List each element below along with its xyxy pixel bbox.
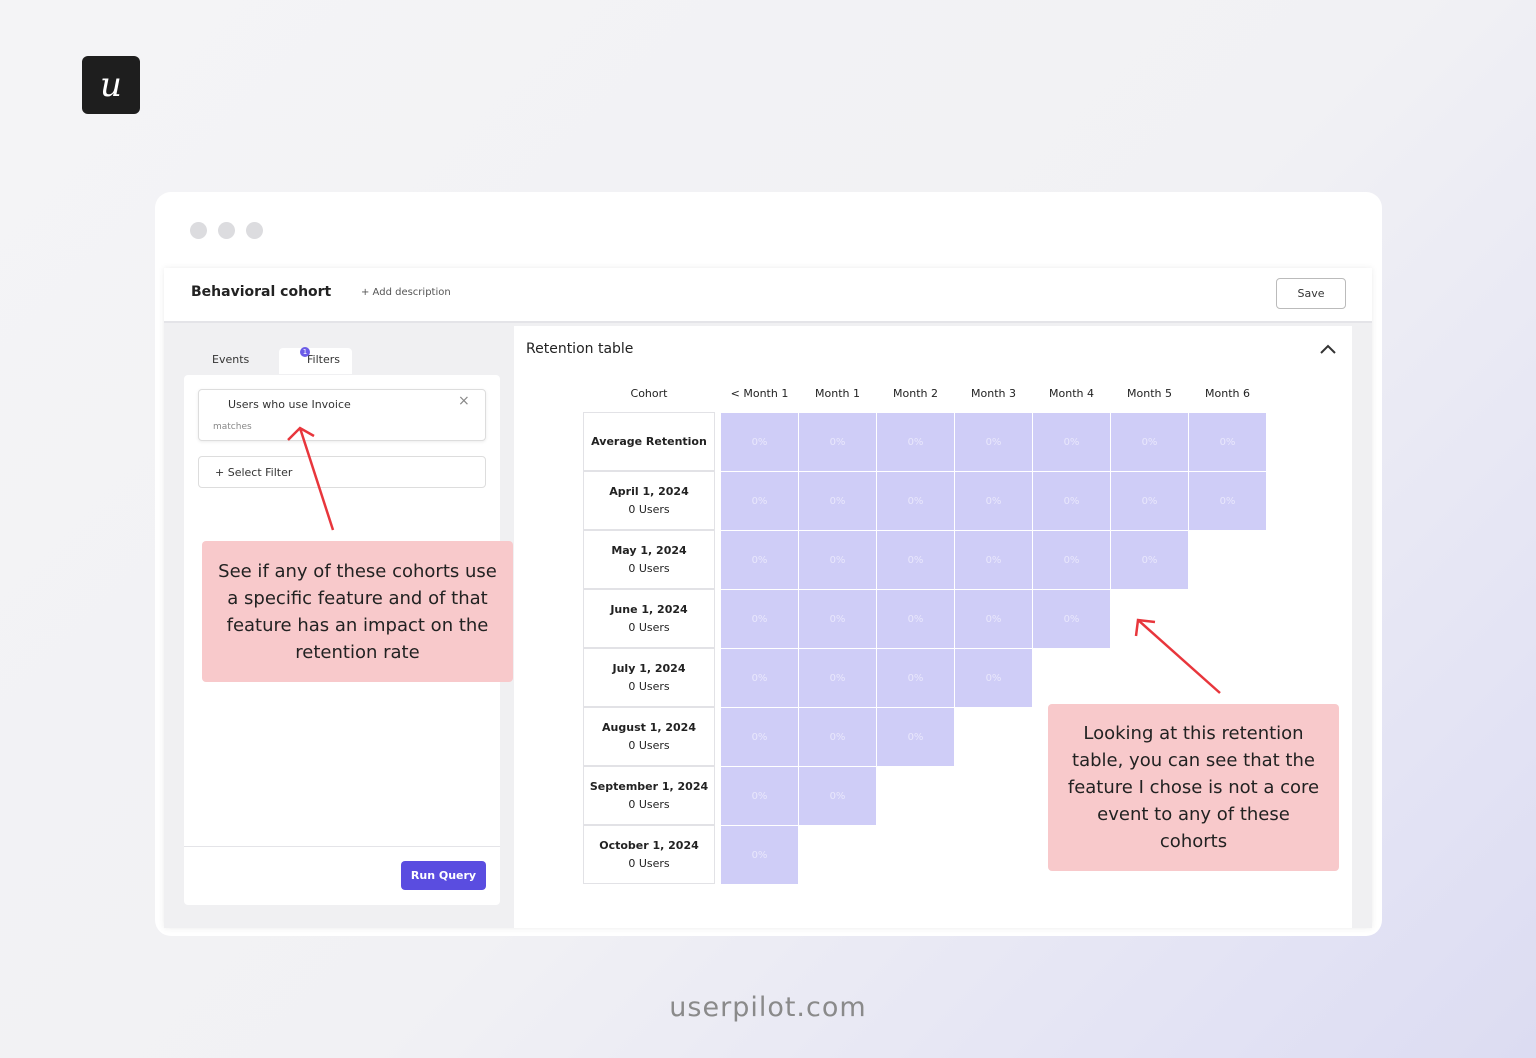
- cohort-name: April 1, 2024: [609, 484, 689, 498]
- column-header: < Month 1: [730, 387, 789, 400]
- retention-cell: 0%: [721, 531, 798, 589]
- filter-name: Users who use Invoice: [228, 398, 351, 411]
- retention-cell: 0%: [877, 649, 954, 707]
- cohort-name: August 1, 2024: [602, 720, 696, 734]
- events-tab[interactable]: Events: [200, 348, 261, 374]
- retention-cell: 0%: [721, 413, 798, 471]
- tab-label: Filters: [307, 353, 340, 366]
- retention-cell: 0%: [1111, 413, 1188, 471]
- retention-cell: 0%: [799, 649, 876, 707]
- retention-cell: 0%: [721, 826, 798, 884]
- column-header: Month 6: [1205, 387, 1250, 400]
- footer: userpilot.com: [669, 992, 867, 1023]
- header: [164, 268, 1372, 323]
- cohort-name: October 1, 2024: [599, 838, 699, 852]
- retention-cell: 0%: [721, 708, 798, 766]
- retention-cell: 0%: [799, 590, 876, 648]
- page-title: Behavioral cohort: [191, 284, 332, 300]
- filter-condition: matches: [213, 422, 252, 432]
- cohort-cell: August 1, 2024 0 Users: [583, 707, 715, 766]
- cohort-users: 0 Users: [628, 502, 670, 516]
- column-header: Month 4: [1049, 387, 1094, 400]
- column-header: Cohort: [630, 387, 668, 400]
- window-dot: [190, 222, 207, 239]
- add-description[interactable]: + Add description: [361, 287, 451, 298]
- logo[interactable]: u: [82, 56, 140, 114]
- retention-cell: 0%: [877, 472, 954, 530]
- retention-cell: 0%: [1111, 472, 1188, 530]
- retention-cell: 0%: [799, 531, 876, 589]
- divider: [184, 846, 500, 847]
- save-label: Save: [1297, 287, 1325, 300]
- retention-cell: 0%: [1189, 413, 1266, 471]
- retention-title: Retention table: [526, 341, 634, 357]
- cohort-cell: July 1, 2024 0 Users: [583, 648, 715, 707]
- select-filter-label: + Select Filter: [215, 466, 293, 479]
- retention-cell: 0%: [877, 531, 954, 589]
- filter-item[interactable]: [198, 389, 486, 441]
- retention-cell: 0%: [1033, 590, 1110, 648]
- retention-cell: 0%: [1111, 531, 1188, 589]
- cohort-name: June 1, 2024: [610, 602, 688, 616]
- retention-cell: 0%: [877, 413, 954, 471]
- retention-cell: 0%: [799, 413, 876, 471]
- retention-cell: 0%: [1033, 413, 1110, 471]
- cohort-users: 0 Users: [628, 856, 670, 870]
- cohort-users: 0 Users: [628, 561, 670, 575]
- retention-cell: 0%: [955, 590, 1032, 648]
- cohort-name: Average Retention: [591, 434, 707, 448]
- retention-cell: 0%: [799, 708, 876, 766]
- column-header: Month 2: [893, 387, 938, 400]
- cohort-cell: September 1, 2024 0 Users: [583, 766, 715, 825]
- cohort-name: September 1, 2024: [589, 779, 709, 793]
- close-icon[interactable]: ×: [458, 393, 470, 409]
- cohort-cell: October 1, 2024 0 Users: [583, 825, 715, 884]
- retention-cell: 0%: [799, 472, 876, 530]
- cohort-users: 0 Users: [628, 620, 670, 634]
- retention-cell: 0%: [955, 531, 1032, 589]
- cohort-name: May 1, 2024: [611, 543, 687, 557]
- window-dot: [246, 222, 263, 239]
- save-button[interactable]: Save: [1276, 278, 1346, 309]
- retention-cell: 0%: [721, 472, 798, 530]
- retention-cell: 0%: [1189, 472, 1266, 530]
- retention-cell: 0%: [721, 767, 798, 825]
- retention-cell: 0%: [877, 590, 954, 648]
- cohort-cell: June 1, 2024 0 Users: [583, 589, 715, 648]
- run-query-button[interactable]: Run Query: [401, 861, 486, 890]
- filters-tab[interactable]: Filters: [279, 348, 352, 374]
- cohort-name: July 1, 2024: [612, 661, 686, 675]
- annotation: See if any of these cohorts use a specif…: [202, 541, 513, 682]
- cohort-users: 0 Users: [628, 679, 670, 693]
- retention-cell: 0%: [1033, 531, 1110, 589]
- retention-cell: 0%: [955, 413, 1032, 471]
- retention-cell: 0%: [1033, 472, 1110, 530]
- filter-badge: 1: [300, 347, 310, 357]
- cohort-cell: April 1, 2024 0 Users: [583, 471, 715, 530]
- annotation: Looking at this retention table, you can…: [1048, 704, 1339, 871]
- retention-cell: 0%: [955, 649, 1032, 707]
- column-header: Month 1: [815, 387, 860, 400]
- cohort-users: 0 Users: [628, 797, 670, 811]
- retention-cell: 0%: [877, 708, 954, 766]
- column-header: Month 5: [1127, 387, 1172, 400]
- run-query-label: Run Query: [410, 869, 477, 882]
- cohort-users: 0 Users: [628, 738, 670, 752]
- retention-cell: 0%: [955, 472, 1032, 530]
- tab-label: Events: [212, 353, 250, 366]
- retention-cell: 0%: [721, 649, 798, 707]
- retention-cell: 0%: [721, 590, 798, 648]
- cohort-cell: May 1, 2024 0 Users: [583, 530, 715, 589]
- cohort-cell: Average Retention: [583, 412, 715, 471]
- window-dot: [218, 222, 235, 239]
- column-header: Month 3: [971, 387, 1016, 400]
- retention-cell: 0%: [799, 767, 876, 825]
- collapse-icon[interactable]: [1318, 342, 1338, 356]
- select-filter[interactable]: + Select Filter: [198, 456, 486, 488]
